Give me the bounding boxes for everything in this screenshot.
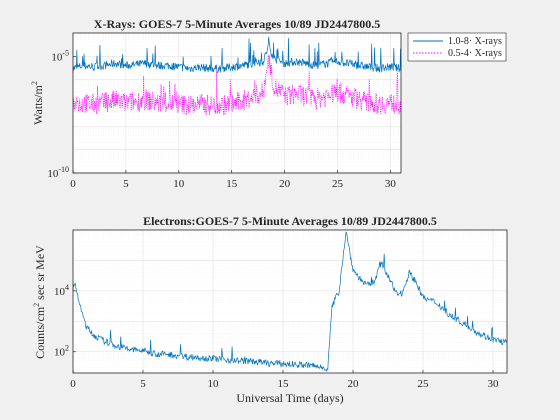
x-tick-label: 20 bbox=[348, 378, 360, 390]
electron-y-label-suffix: sec sr MeV bbox=[33, 245, 47, 303]
electron-y-label-superscript: 2 bbox=[32, 303, 41, 307]
xray-y-label: Watts/m2 bbox=[30, 81, 45, 125]
y-tick-label: 102 bbox=[54, 344, 69, 359]
xray-legend: 1.0-8· X-rays 0.5-4· X-rays bbox=[407, 32, 507, 62]
y-tick-base: 10 bbox=[54, 347, 66, 359]
y-tick-label: 10-5 bbox=[51, 48, 69, 63]
series-line-0-1 bbox=[72, 54, 402, 116]
x-tick-label: 25 bbox=[418, 378, 430, 390]
xray-y-label-base: Watts/m bbox=[31, 84, 45, 124]
electron-title: Electrons:GOES-7 5-Minute Averages 10/89… bbox=[143, 214, 437, 228]
x-tick-label: 30 bbox=[488, 378, 500, 390]
series-line-0-0 bbox=[72, 36, 402, 73]
x-tick-label: 0 bbox=[70, 178, 76, 190]
y-tick-label: 10-10 bbox=[47, 165, 69, 180]
xray-x-ticks: 0 5 10 15 20 25 30 bbox=[70, 170, 396, 190]
x-tick-label: 15 bbox=[278, 378, 290, 390]
electron-y-label-prefix: Counts/cm bbox=[33, 306, 47, 359]
x-tick-label: 30 bbox=[385, 178, 397, 190]
xray-y-label-superscript: 2 bbox=[30, 81, 39, 85]
y-tick-exponent: 2 bbox=[65, 344, 69, 353]
x-tick-label: 15 bbox=[226, 178, 238, 190]
electron-series bbox=[72, 231, 508, 372]
y-tick-exponent: -10 bbox=[58, 165, 69, 174]
electron-axes-box bbox=[72, 229, 508, 374]
xray-legend-box bbox=[407, 32, 507, 62]
x-tick-label: 10 bbox=[208, 378, 220, 390]
xray-series bbox=[72, 36, 402, 116]
x-tick-label: 10 bbox=[173, 178, 185, 190]
xray-title: X-Rays: GOES-7 5-Minute Averages 10/89 J… bbox=[94, 17, 380, 31]
x-tick-label: 0 bbox=[70, 378, 76, 390]
legend-label-soft: 0.5-4· X-rays bbox=[448, 48, 502, 59]
y-tick-label: 104 bbox=[54, 283, 69, 298]
y-tick-exponent: 4 bbox=[65, 283, 69, 292]
y-tick-base: 10 bbox=[54, 286, 66, 298]
series-line-1-0 bbox=[72, 231, 508, 372]
x-tick-label: 5 bbox=[123, 178, 129, 190]
x-tick-label: 5 bbox=[140, 378, 146, 390]
y-tick-base: 10 bbox=[47, 168, 59, 180]
xray-axes-box bbox=[72, 32, 402, 174]
electron-y-label: Counts/cm2 sec sr MeV bbox=[32, 245, 47, 359]
electron-x-label: Universal Time (days) bbox=[236, 391, 343, 405]
x-tick-label: 20 bbox=[279, 178, 291, 190]
y-tick-exponent: -5 bbox=[62, 48, 69, 57]
x-tick-label: 25 bbox=[332, 178, 344, 190]
y-tick-base: 10 bbox=[51, 51, 63, 63]
legend-label-hard: 1.0-8· X-rays bbox=[448, 36, 502, 47]
electron-x-ticks: 0 5 10 15 20 25 30 bbox=[70, 370, 499, 390]
